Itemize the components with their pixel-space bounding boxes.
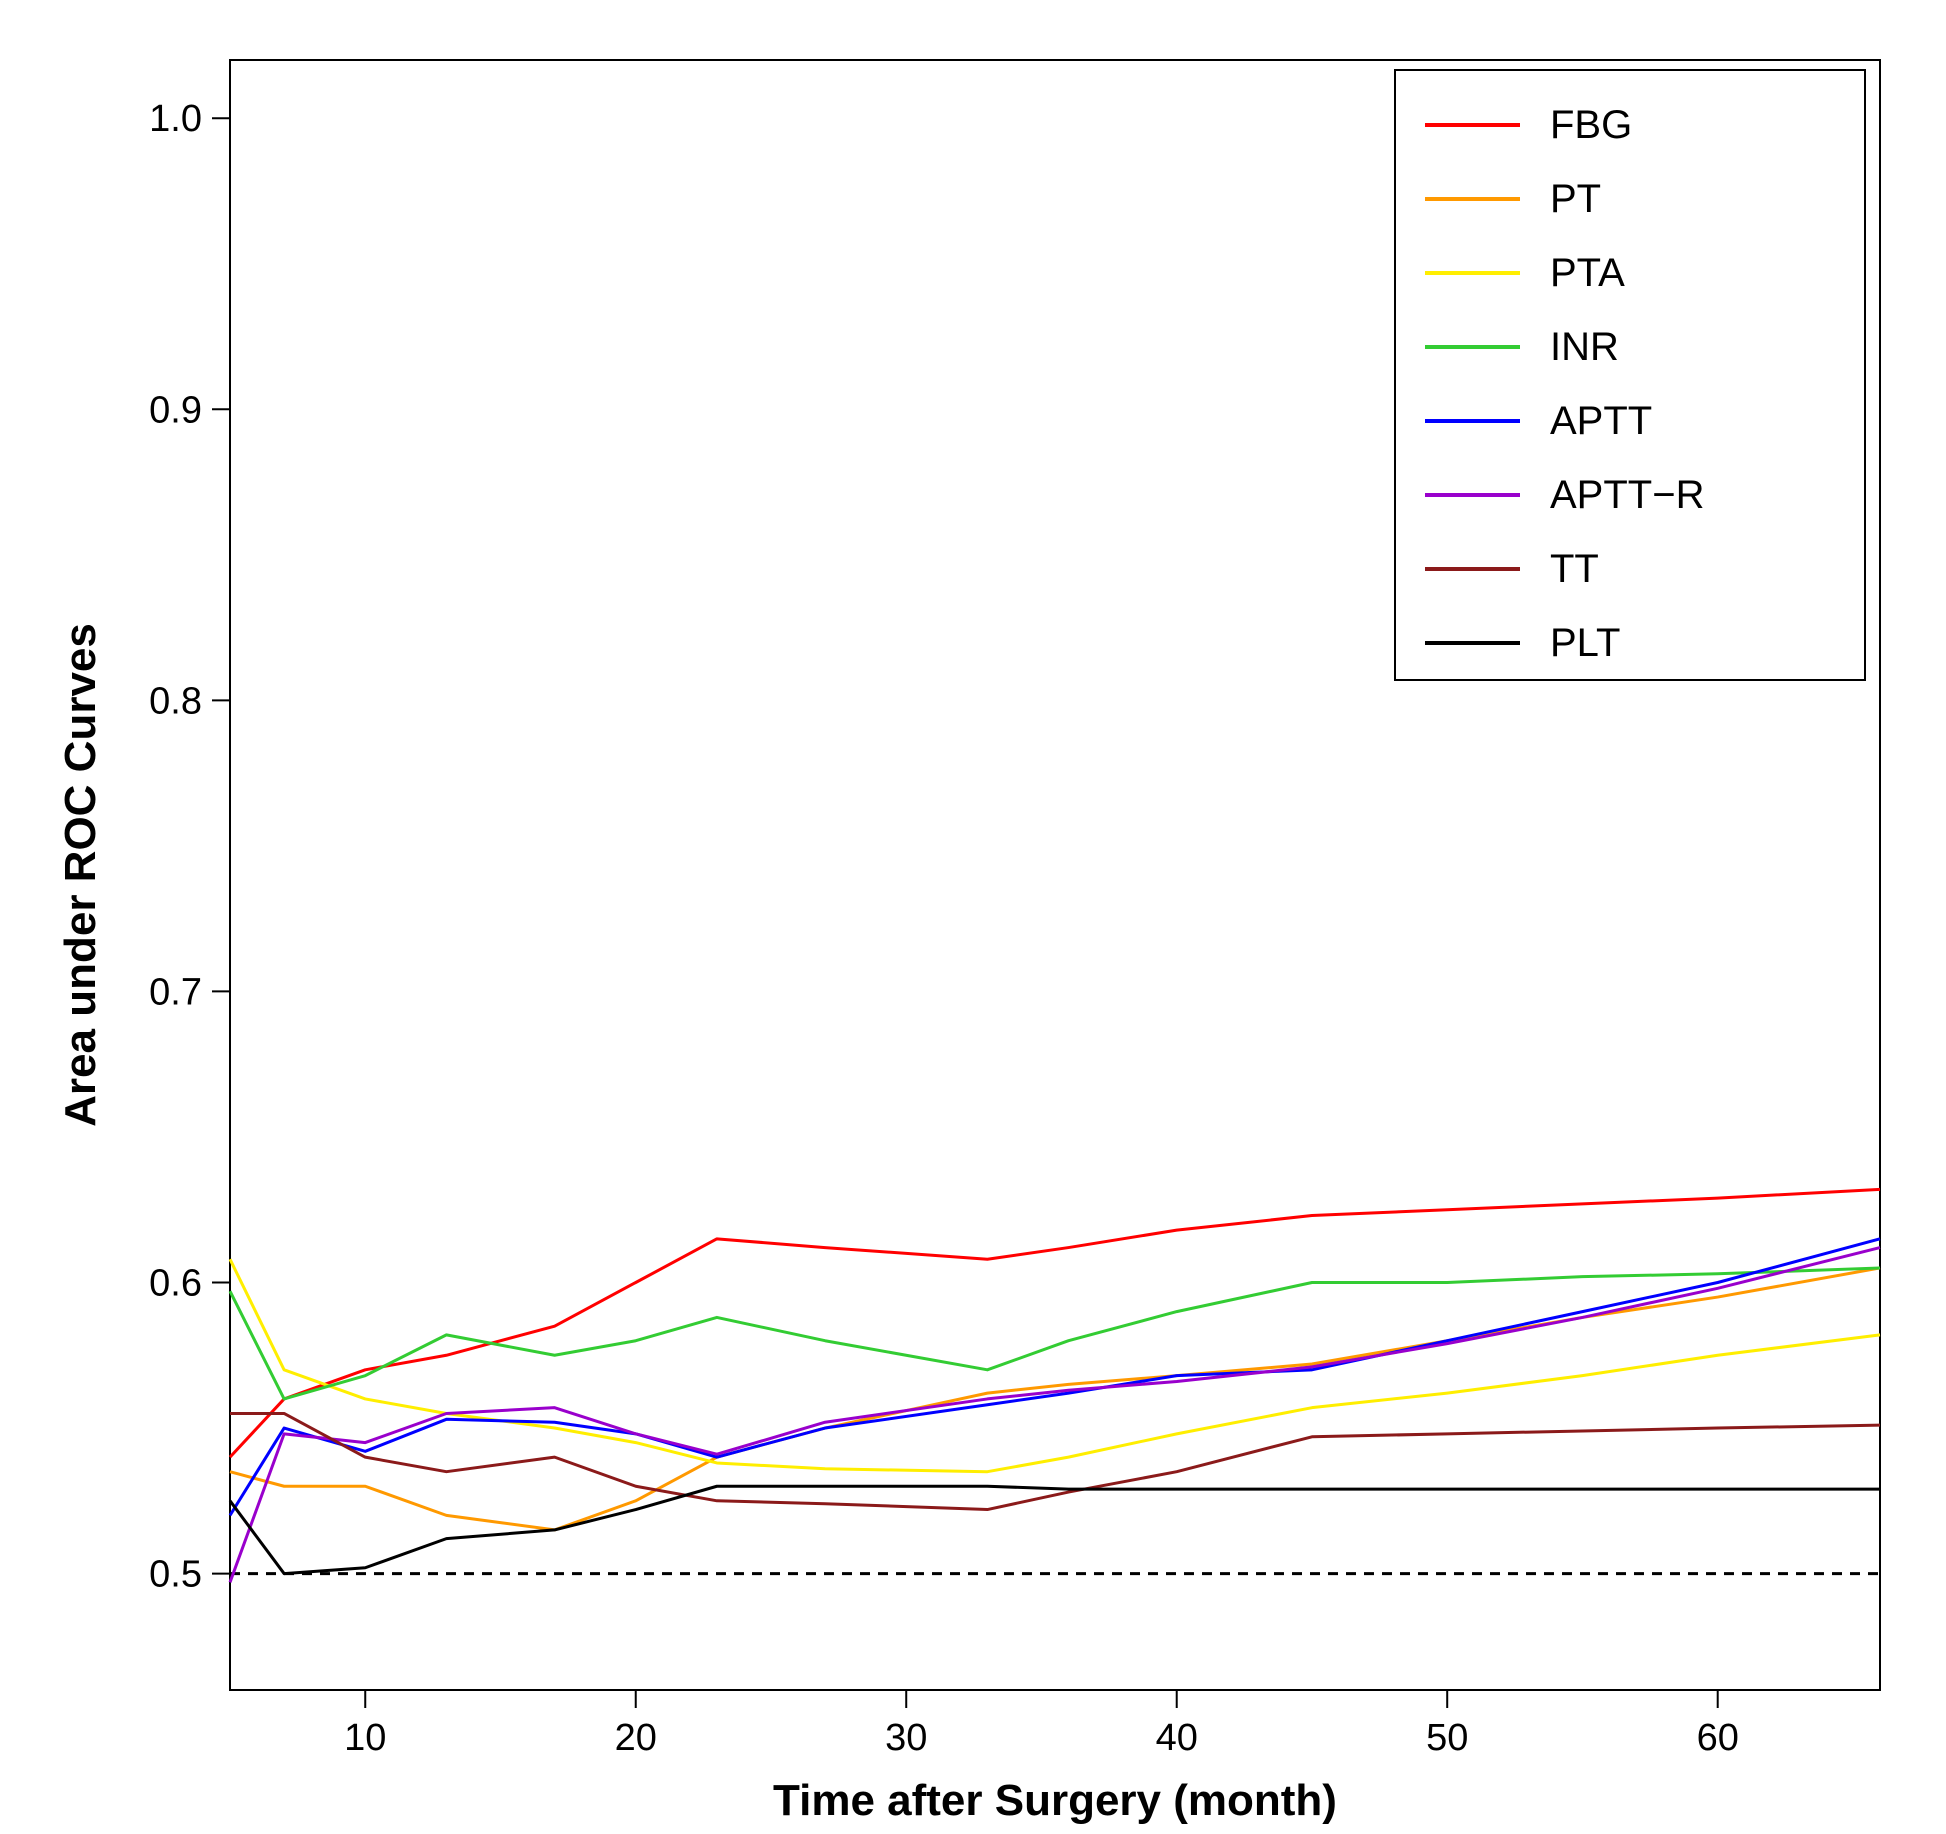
- series-line-aptt: [230, 1239, 1880, 1516]
- x-tick-label: 10: [344, 1717, 386, 1759]
- y-tick-label: 0.7: [149, 971, 202, 1013]
- chart-container: 10 20 30 40 50 60 0.5 0.6 0.7 0.8 0.9 1.0 Time after…: [0, 0, 1946, 1834]
- legend-box: [1395, 70, 1865, 680]
- x-tick-label: 20: [615, 1717, 657, 1759]
- x-tick-label: 60: [1697, 1717, 1739, 1759]
- y-tick-label: 0.6: [149, 1263, 202, 1305]
- legend-label: PLT: [1550, 621, 1620, 665]
- x-axis-title: Time after Surgery (month): [773, 1776, 1337, 1825]
- y-axis-title: Area under ROC Curves: [56, 623, 105, 1127]
- roc-time-chart: 10 20 30 40 50 60 0.5 0.6 0.7 0.8 0.9 1.0 Time after…: [0, 0, 1946, 1834]
- legend-label: PT: [1550, 177, 1601, 221]
- series-line-tt: [230, 1413, 1880, 1509]
- legend-label: FBG: [1550, 103, 1632, 147]
- legend-label: APTT: [1550, 399, 1652, 443]
- x-tick-label: 30: [885, 1717, 927, 1759]
- legend-label: APTT−R: [1550, 473, 1704, 517]
- legend-label: TT: [1550, 547, 1599, 591]
- series-line-plt: [230, 1486, 1880, 1573]
- x-tick-label: 50: [1426, 1717, 1468, 1759]
- series-line-inr: [230, 1268, 1880, 1399]
- legend-label: PTA: [1550, 251, 1625, 295]
- series-line-aptt-r: [230, 1248, 1880, 1583]
- series-line-pta: [230, 1259, 1880, 1471]
- y-tick-label: 0.5: [149, 1554, 202, 1596]
- y-tick-label: 0.8: [149, 680, 202, 722]
- y-tick-label: 1.0: [149, 98, 202, 140]
- y-tick-label: 0.9: [149, 389, 202, 431]
- legend-label: INR: [1550, 325, 1619, 369]
- x-tick-label: 40: [1156, 1717, 1198, 1759]
